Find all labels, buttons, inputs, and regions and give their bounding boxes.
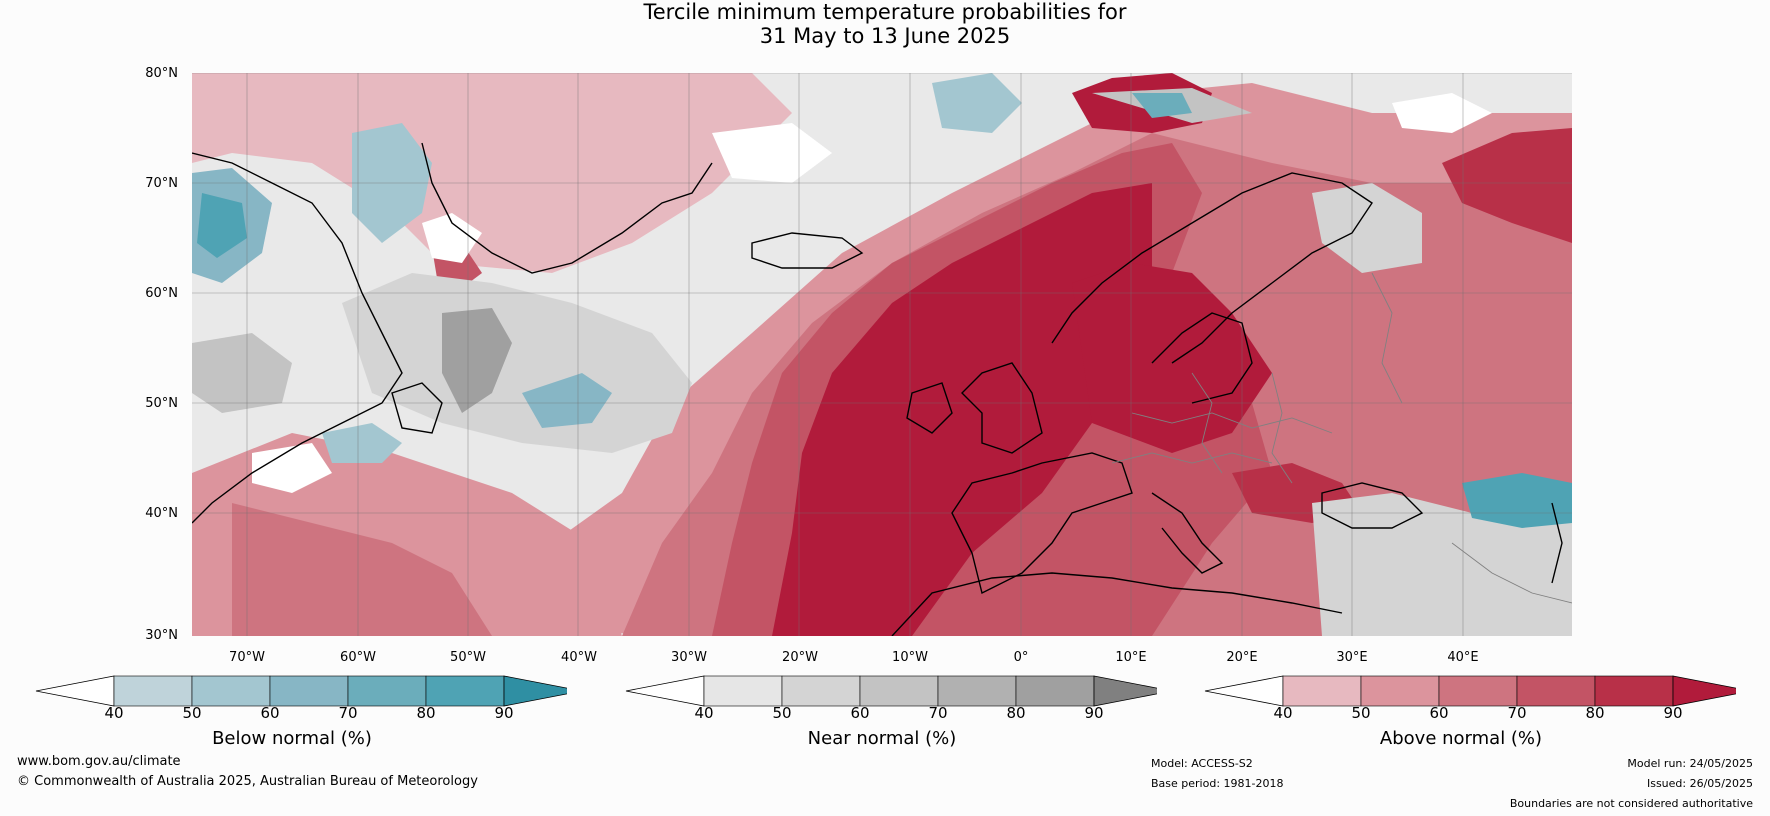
colorbar-segment (1516, 675, 1596, 707)
lon-label-10e: 10°E (1115, 650, 1147, 665)
colorbar-segment (703, 675, 783, 707)
colorbar-segment (347, 675, 427, 707)
colorbar-segment (1594, 675, 1674, 707)
title-line-2: 31 May to 13 June 2025 (759, 24, 1011, 48)
model-run-text: Model run: 24/05/2025 (1627, 757, 1753, 770)
lat-label-40n: 40°N (145, 506, 178, 521)
coastlines (192, 142, 1563, 636)
colorbar-near-normal: 40 50 60 70 80 90 Near normal (%) (607, 668, 1157, 768)
colorbar-above-tick-40: 40 (1273, 704, 1293, 722)
no-signal-field (252, 93, 1492, 493)
colorbar-below-tick-90: 90 (494, 704, 514, 722)
colorbar-above-tick-60: 60 (1429, 704, 1449, 722)
colorbar-segment (1015, 675, 1095, 707)
colorbar-segment (781, 675, 861, 707)
lon-label-40e: 40°E (1447, 650, 1479, 665)
probability-map (192, 73, 1572, 636)
colorbar-near-tick-60: 60 (850, 704, 870, 722)
colorbar-segment (937, 675, 1017, 707)
colorbar-above-tick-80: 80 (1585, 704, 1605, 722)
colorbar-near-tick-90: 90 (1084, 704, 1104, 722)
near-normal-field (192, 88, 1572, 636)
lon-label-70w: 70°W (229, 650, 265, 665)
lon-label-30w: 30°W (671, 650, 707, 665)
colorbar-segment (859, 675, 939, 707)
colorbar-below-tick-70: 70 (338, 704, 358, 722)
colorbar-below-tick-50: 50 (182, 704, 202, 722)
lat-label-70n: 70°N (145, 176, 178, 191)
colorbar-above-normal: 40 50 60 70 80 90 Above normal (%) (1186, 668, 1736, 768)
base-period-text: Base period: 1981-2018 (1151, 777, 1284, 790)
colorbar-above-tick-50: 50 (1351, 704, 1371, 722)
borders (1111, 272, 1572, 604)
colorbar-segment (113, 675, 193, 707)
colorbar-below-tick-40: 40 (104, 704, 124, 722)
title-line-1: Tercile minimum temperature probabilitie… (643, 0, 1127, 24)
lon-label-40w: 40°W (561, 650, 597, 665)
colorbar-upper-extension (1672, 675, 1736, 707)
lat-label-50n: 50°N (145, 396, 178, 411)
colorbar-upper-extension (1093, 675, 1157, 707)
colorbar-below-tick-60: 60 (260, 704, 280, 722)
colorbar-segment (269, 675, 349, 707)
model-text: Model: ACCESS-S2 (1151, 757, 1253, 770)
chart-title: Tercile minimum temperature probabilitie… (0, 0, 1770, 48)
colorbar-below-tick-80: 80 (416, 704, 436, 722)
lon-label-50w: 50°W (450, 650, 486, 665)
copyright-text: © Commonwealth of Australia 2025, Austra… (17, 774, 478, 789)
colorbar-above-title: Above normal (%) (1379, 728, 1543, 749)
disclaimer-text: Boundaries are not considered authoritat… (1509, 797, 1753, 810)
colorbar-near-tick-80: 80 (1006, 704, 1026, 722)
colorbar-segment (191, 675, 271, 707)
colorbar-above-tick-90: 90 (1663, 704, 1683, 722)
lat-label-80n: 80°N (145, 66, 178, 81)
lat-label-30n: 30°N (145, 628, 178, 643)
lon-label-60w: 60°W (340, 650, 376, 665)
colorbar-lower-extension (35, 675, 115, 707)
colorbar-below-normal-graphic (35, 675, 567, 707)
colorbar-near-tick-40: 40 (694, 704, 714, 722)
colorbar-near-tick-50: 50 (772, 704, 792, 722)
lon-label-0: 0° (1013, 650, 1029, 665)
colorbar-segment (1282, 675, 1362, 707)
lat-label-60n: 60°N (145, 286, 178, 301)
lon-label-30e: 30°E (1336, 650, 1368, 665)
colorbar-near-title: Near normal (%) (807, 728, 957, 749)
colorbar-near-tick-70: 70 (928, 704, 948, 722)
colorbar-segment (1438, 675, 1518, 707)
issued-text: Issued: 26/05/2025 (1646, 777, 1753, 790)
lon-label-20e: 20°E (1226, 650, 1258, 665)
colorbar-lower-extension (625, 675, 705, 707)
lon-label-20w: 20°W (782, 650, 818, 665)
colorbar-segment (425, 675, 505, 707)
colorbar-below-normal: 40 50 60 70 80 90 Below normal (%) (17, 668, 567, 768)
map-canvas (192, 73, 1572, 636)
colorbar-above-tick-70: 70 (1507, 704, 1527, 722)
website-link[interactable]: www.bom.gov.au/climate (17, 754, 181, 769)
colorbar-below-title: Below normal (%) (212, 728, 372, 749)
colorbar-lower-extension (1204, 675, 1284, 707)
colorbar-segment (1360, 675, 1440, 707)
lon-label-10w: 10°W (892, 650, 928, 665)
colorbar-above-normal-graphic (1204, 675, 1736, 707)
colorbar-upper-extension (503, 675, 567, 707)
colorbar-near-normal-graphic (625, 675, 1157, 707)
